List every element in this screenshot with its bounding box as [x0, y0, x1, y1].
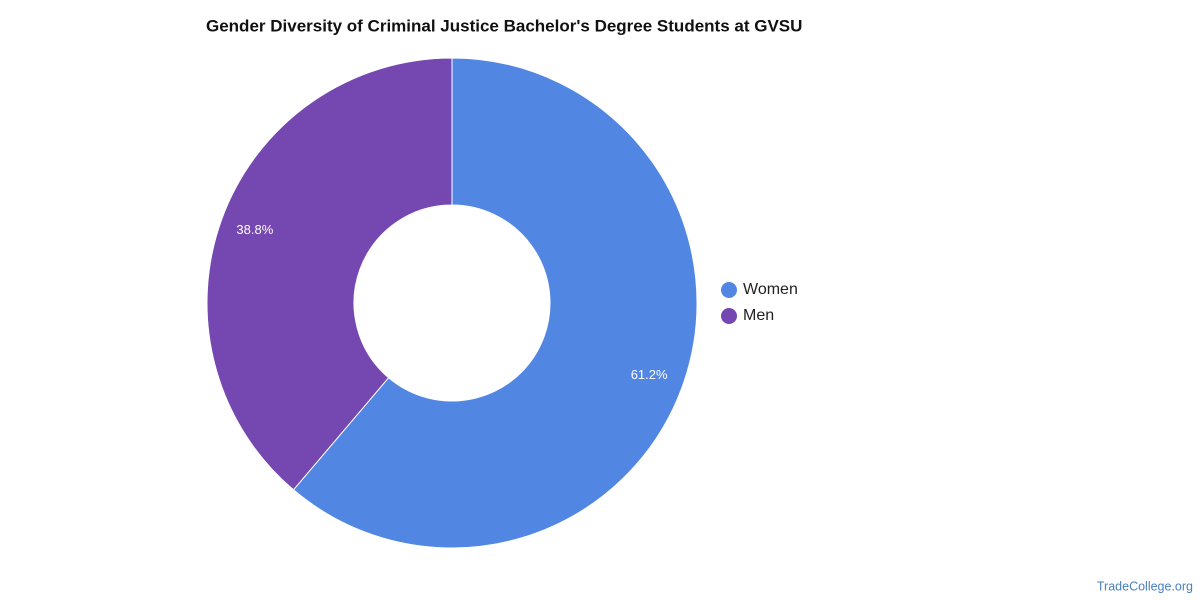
donut-slice [206, 57, 453, 491]
chart-title: Gender Diversity of Criminal Justice Bac… [206, 16, 802, 35]
legend-swatch [721, 308, 737, 324]
source-link[interactable]: TradeCollege.org [1097, 579, 1193, 593]
data-label: 61.2% [631, 367, 668, 382]
legend-label: Men [743, 307, 774, 324]
data-label: 38.8% [236, 222, 273, 237]
donut-slice [292, 57, 698, 549]
legend-label: Women [743, 281, 798, 298]
legend-swatch [721, 282, 737, 298]
